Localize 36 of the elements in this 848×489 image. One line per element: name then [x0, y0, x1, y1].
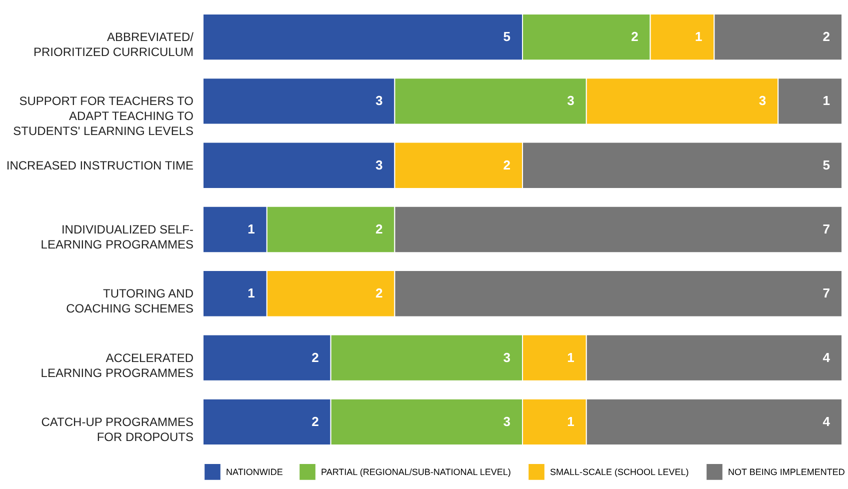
legend-label: NATIONWIDE — [226, 466, 283, 477]
y-tick-label: TUTORING AND COACHING SCHEMES — [66, 286, 194, 316]
data-label: 1 — [567, 350, 574, 365]
data-label: 3 — [375, 93, 383, 108]
data-label: 5 — [822, 157, 830, 172]
data-label: 3 — [567, 93, 574, 108]
data-label: 5 — [503, 29, 510, 44]
y-tick-label: ABBREVIATED/ PRIORITIZED CURRICULUM — [33, 30, 194, 60]
data-label: 7 — [822, 286, 830, 301]
data-label: 3 — [758, 93, 766, 108]
data-label: 1 — [822, 93, 830, 108]
legend-label: SMALL-SCALE (SCHOOL LEVEL) — [550, 466, 689, 477]
data-label: 4 — [822, 414, 831, 429]
data-label: 4 — [822, 350, 831, 365]
data-label: 7 — [822, 222, 830, 236]
y-tick-label: CATCH-UP PROGRAMMES FOR DROPOUTS — [41, 414, 194, 444]
data-label: 2 — [631, 29, 638, 44]
legend-label: NOT BEING IMPLEMENTED — [728, 466, 846, 477]
data-label: 2 — [375, 222, 383, 236]
data-label: 1 — [248, 286, 255, 301]
data-label: 3 — [375, 157, 383, 172]
y-tick-label: INCREASED INSTRUCTION TIME — [6, 158, 194, 172]
data-label: 1 — [567, 414, 574, 429]
data-label: 3 — [503, 414, 510, 429]
data-label: 2 — [375, 286, 383, 301]
y-tick-label: INDIVIDUALIZED SELF- LEARNING PROGRAMMES — [40, 222, 194, 252]
data-label: 3 — [503, 350, 510, 365]
y-tick-label: SUPPORT FOR TEACHERS TO ADAPT TEACHING TO STUDENTS' LEARNING LEVELS — [13, 94, 194, 138]
y-tick-label: ACCELERATED LEARNING PROGRAMMES — [40, 350, 194, 380]
legend-label: PARTIAL (REGIONAL/SUB-NATIONAL LEVEL) — [321, 466, 511, 477]
data-label: 1 — [248, 222, 255, 236]
data-label: 2 — [503, 157, 510, 172]
data-label: 2 — [312, 414, 319, 429]
data-label: 1 — [694, 29, 702, 44]
data-label: 2 — [822, 29, 830, 44]
data-label: 2 — [312, 350, 319, 365]
